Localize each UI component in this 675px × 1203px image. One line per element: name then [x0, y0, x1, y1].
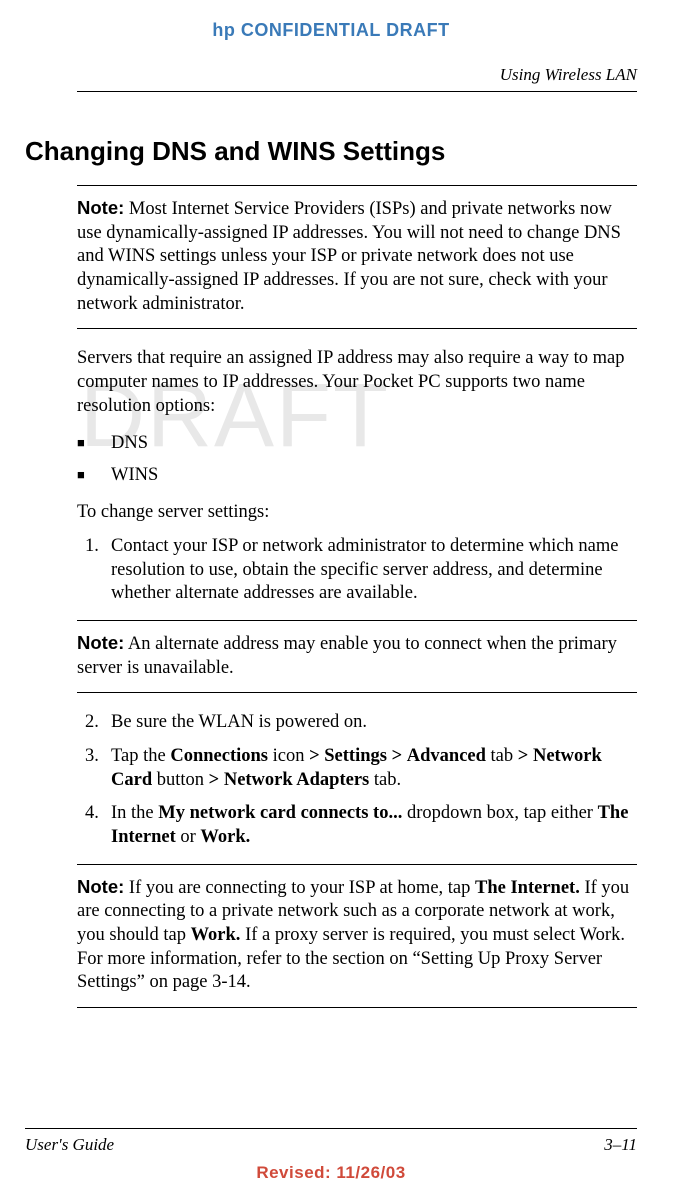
note-label: Note: — [77, 197, 124, 218]
note-text: An alternate address may enable you to c… — [77, 634, 617, 678]
step-item: Be sure the WLAN is powered on. — [77, 711, 637, 735]
steps-lead: To change server settings: — [77, 501, 637, 525]
separator-icon: > — [518, 746, 529, 766]
separator-icon: > — [392, 746, 403, 766]
note-text: Most Internet Service Providers (ISPs) a… — [77, 199, 621, 314]
resolution-options-list: DNS WINS — [77, 428, 637, 491]
page-footer: User's Guide 3–11 Revised: 11/26/03 — [25, 1128, 637, 1183]
note-block-2: Note: An alternate address may enable yo… — [77, 620, 637, 693]
step-text: In the — [111, 803, 158, 823]
chapter-name: Using Wireless LAN — [77, 65, 637, 92]
separator-icon: > — [209, 770, 220, 790]
note-block-1: Note: Most Internet Service Providers (I… — [77, 185, 637, 329]
step-item: In the My network card connects to... dr… — [77, 802, 637, 849]
separator-icon: > — [309, 746, 320, 766]
step-bold: Advanced — [407, 746, 486, 766]
note-block-3: Note: If you are connecting to your ISP … — [77, 864, 637, 1008]
step-bold: Network Adapters — [224, 770, 369, 790]
note-label: Note: — [77, 632, 124, 653]
step-item: Contact your ISP or network administrato… — [77, 535, 637, 606]
step-text: or — [176, 827, 201, 847]
step-bold: Settings — [324, 746, 387, 766]
step-text: dropdown box, tap either — [402, 803, 597, 823]
step-bold: My network card connects to... — [158, 803, 402, 823]
page-title: Changing DNS and WINS Settings — [25, 136, 637, 167]
footer-page-number: 3–11 — [604, 1135, 637, 1155]
step-text: button — [152, 770, 209, 790]
note-bold: The Internet. — [475, 878, 580, 898]
step-text: icon — [268, 746, 309, 766]
confidential-header: hp CONFIDENTIAL DRAFT — [25, 20, 637, 41]
list-item: DNS — [77, 428, 637, 459]
footer-revision: Revised: 11/26/03 — [25, 1163, 637, 1183]
step-bold: Work. — [200, 827, 250, 847]
steps-list-part1: Contact your ISP or network administrato… — [77, 535, 637, 606]
intro-paragraph: Servers that require an assigned IP addr… — [77, 347, 637, 418]
step-text: tab. — [369, 770, 401, 790]
note-label: Note: — [77, 876, 124, 897]
note-text: If you are connecting to your ISP at hom… — [124, 878, 475, 898]
step-item: Tap the Connections icon > Settings > Ad… — [77, 745, 637, 792]
step-text: Tap the — [111, 746, 170, 766]
footer-left: User's Guide — [25, 1135, 114, 1155]
steps-list-part2: Be sure the WLAN is powered on. Tap the … — [77, 711, 637, 849]
step-text: tab — [486, 746, 518, 766]
note-bold: Work. — [191, 925, 241, 945]
list-item: WINS — [77, 460, 637, 491]
step-bold: Connections — [170, 746, 268, 766]
